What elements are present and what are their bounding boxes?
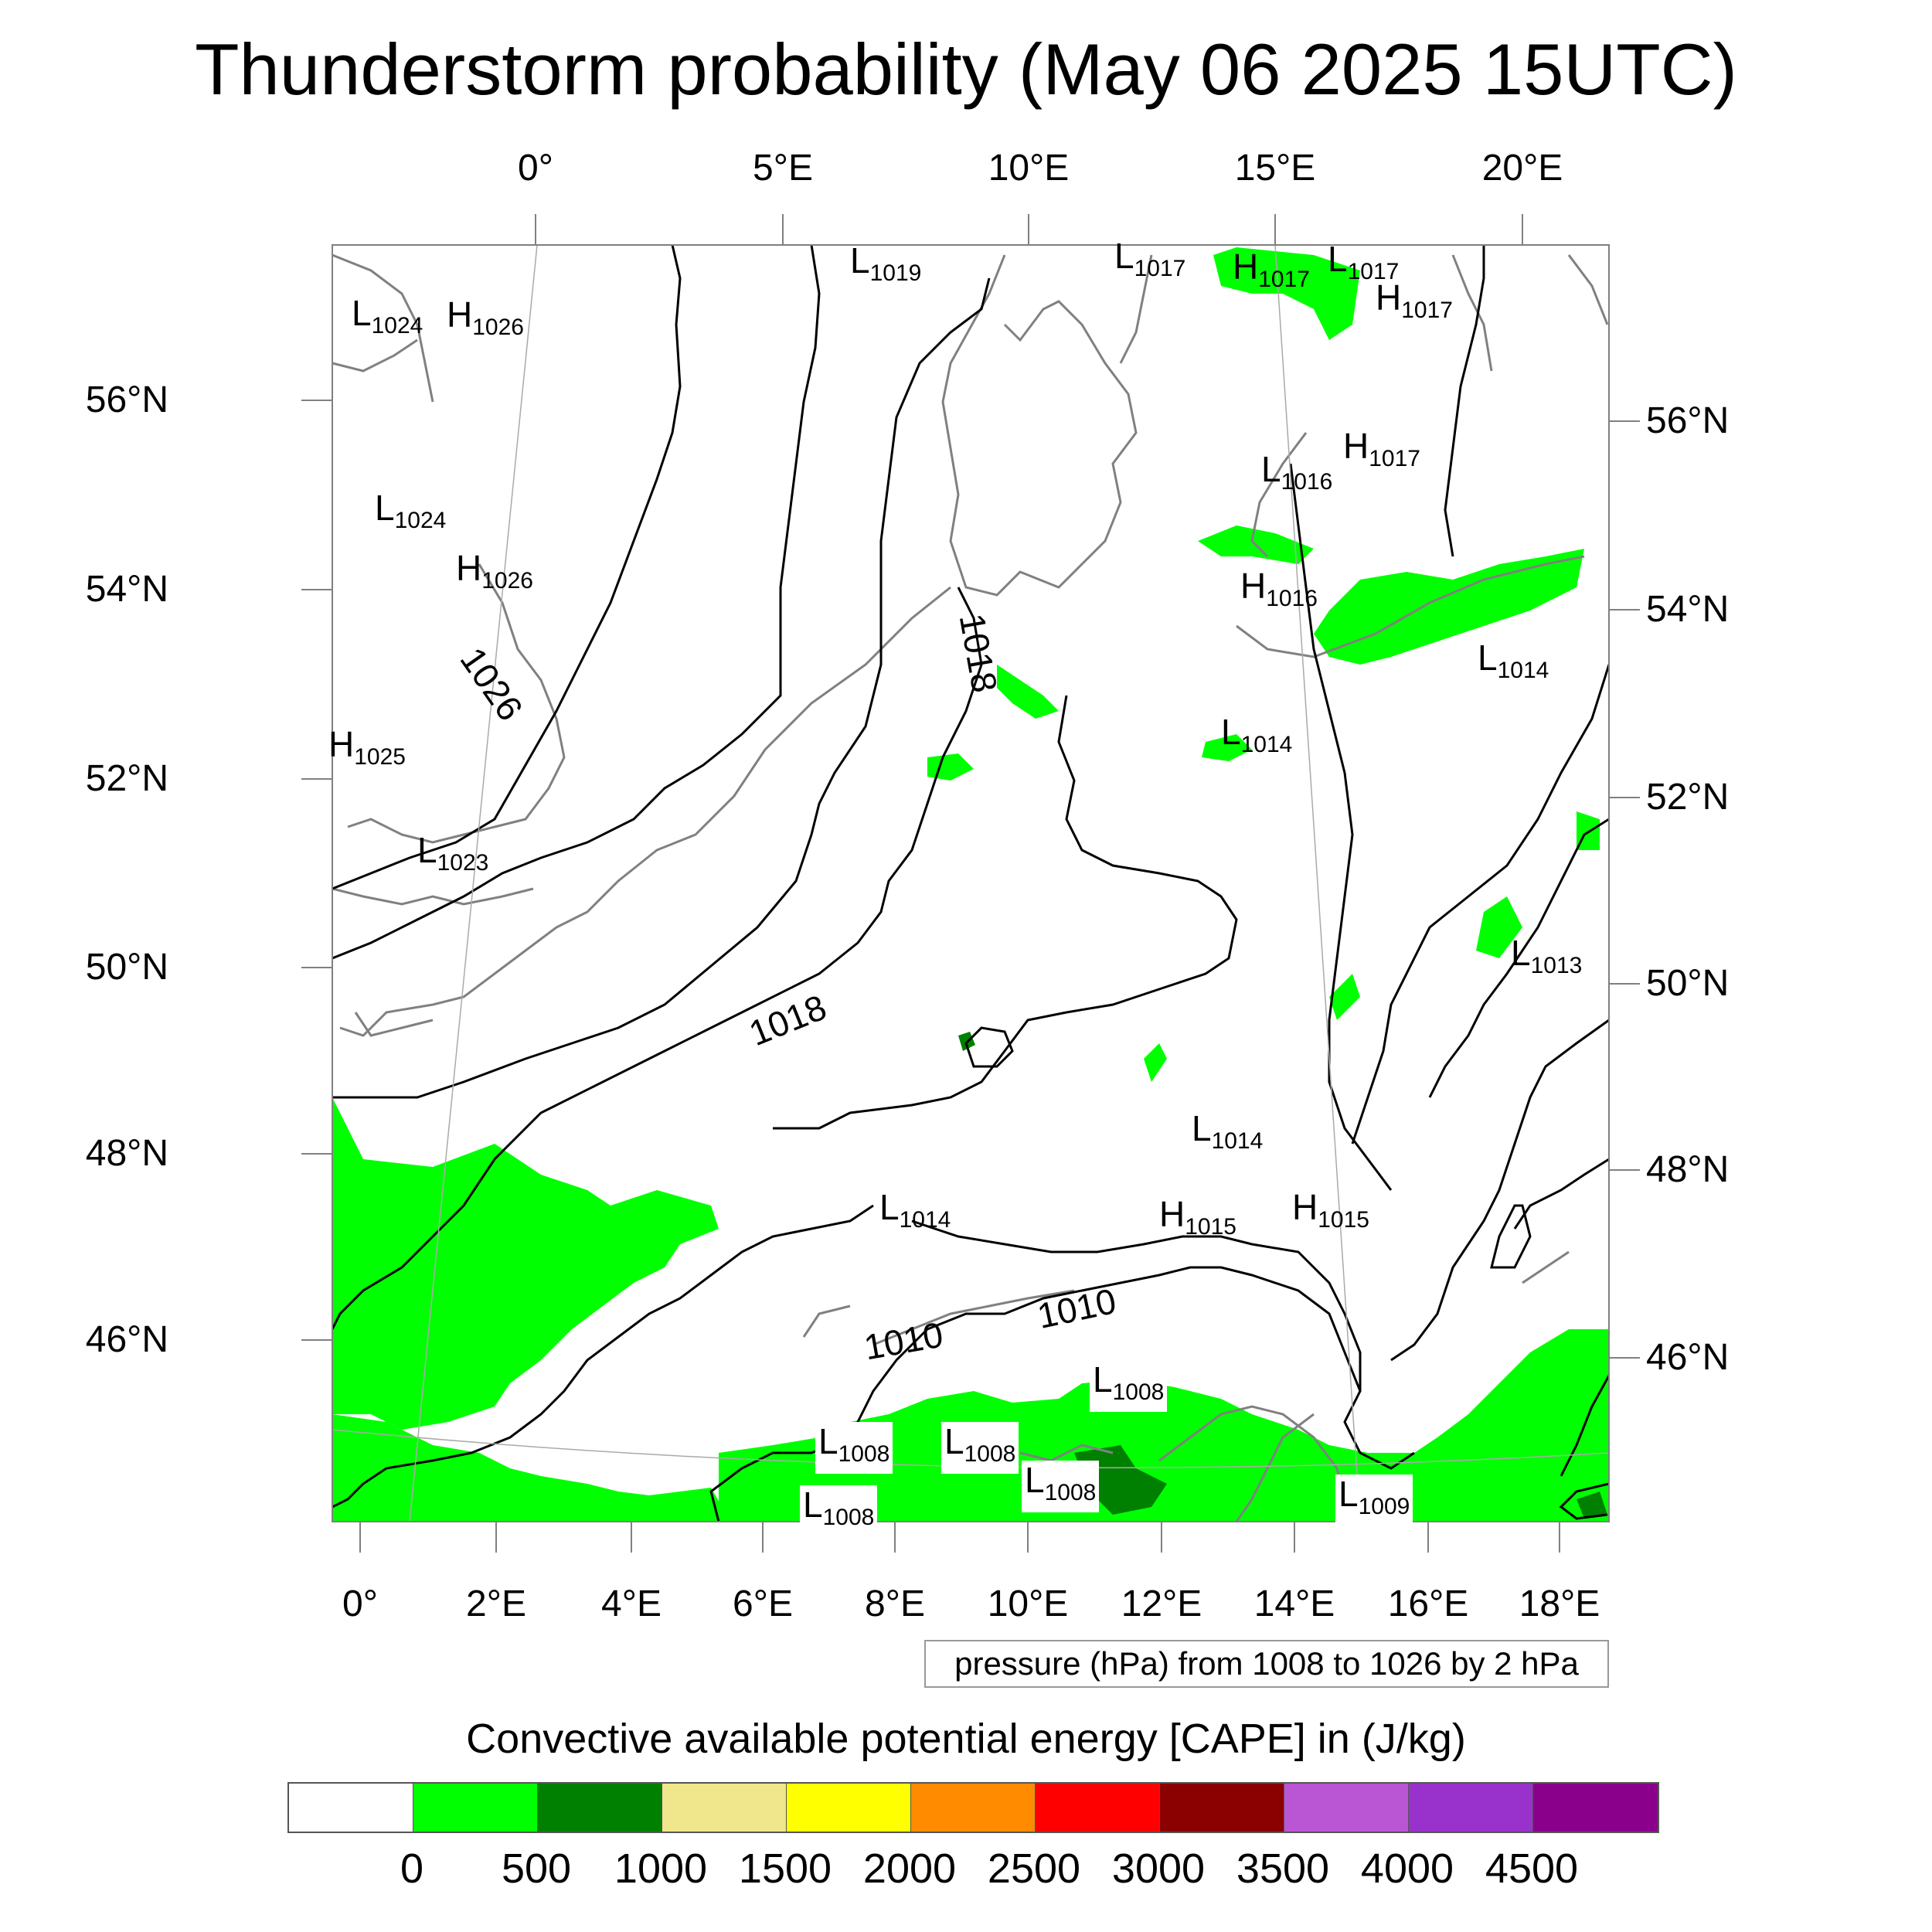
pressure-center-low: L1024	[352, 293, 423, 338]
bottom-ticks	[359, 1522, 1560, 1553]
pressure-center-low: L1014	[1192, 1108, 1264, 1154]
pressure-center-low: L1008	[1022, 1461, 1100, 1512]
left-lat-label: 56°N	[85, 379, 168, 420]
left-lat-label: 54°N	[85, 569, 168, 610]
colorbar-segment	[787, 1784, 911, 1832]
colorbar-segment	[1036, 1784, 1160, 1832]
pressure-center-low: L1008	[815, 1422, 893, 1474]
colorbar-segment	[1533, 1784, 1658, 1832]
bottom-lon-label: 4°E	[601, 1583, 662, 1624]
colorbar-segment	[1409, 1784, 1533, 1832]
bottom-lon-label: 18°E	[1519, 1583, 1600, 1624]
colorbar-tick: 2000	[862, 1845, 957, 1892]
right-lat-label: 50°N	[1646, 963, 1730, 1004]
colorbar-tick: 3000	[1111, 1845, 1206, 1892]
colorbar-segment	[413, 1784, 538, 1832]
pressure-center-low: L1008	[800, 1485, 878, 1537]
left-ticks	[301, 400, 332, 1341]
colorbar-tick: 3500	[1236, 1845, 1330, 1892]
bottom-lon-label: 10°E	[987, 1583, 1069, 1624]
pressure-center-high: H1017	[1343, 426, 1420, 471]
pressure-center-low: L1014	[1478, 638, 1549, 683]
map-title: Thunderstorm probability (May 06 2025 15…	[195, 29, 1737, 110]
colorbar-tick: 4500	[1485, 1845, 1579, 1892]
top-lon-label: 5°E	[753, 148, 813, 189]
right-lat-label: 56°N	[1646, 400, 1730, 441]
top-ticks	[535, 214, 1523, 245]
pressure-center-high: H1016	[1240, 566, 1318, 611]
right-lat-label: 48°N	[1646, 1149, 1730, 1190]
right-ticks	[1609, 420, 1640, 1359]
top-lon-label: 0°	[518, 148, 553, 189]
colorbar-tick: 4000	[1360, 1845, 1454, 1892]
colorbar-tick: 500	[501, 1845, 572, 1892]
pressure-center-high: H1026	[456, 548, 533, 594]
pressure-center-low: L1017	[1114, 236, 1186, 281]
colorbar-segment	[662, 1784, 787, 1832]
isobars	[332, 245, 1609, 1522]
top-lon-label: 20°E	[1481, 148, 1563, 189]
pressure-center-low: L1008	[941, 1422, 1019, 1474]
pressure-center-high: H1017	[1376, 277, 1453, 323]
left-lat-label: 46°N	[85, 1319, 168, 1360]
pressure-note: pressure (hPa) from 1008 to 1026 by 2 hP…	[924, 1640, 1609, 1688]
colorbar-segment	[911, 1784, 1036, 1832]
colorbar-segment	[289, 1784, 413, 1832]
left-lat-label: 50°N	[85, 947, 168, 988]
top-lon-label: 15°E	[1234, 148, 1316, 189]
pressure-center-high: H1017	[1233, 247, 1310, 292]
pressure-center-high: H1015	[1292, 1187, 1369, 1233]
colorbar-tick: 0	[400, 1845, 424, 1892]
pressure-center-low: L1016	[1261, 449, 1333, 495]
pressure-center-low: L1023	[417, 830, 489, 876]
bottom-lon-label: 12°E	[1121, 1583, 1202, 1624]
pressure-center-low: L1013	[1511, 933, 1583, 978]
colorbar-segment	[1284, 1784, 1409, 1832]
bottom-lon-label: 2°E	[466, 1583, 526, 1624]
left-lat-label: 48°N	[85, 1133, 168, 1174]
top-lon-label: 10°E	[988, 148, 1070, 189]
coastlines	[332, 253, 1609, 1522]
pressure-center-high: H1015	[1159, 1194, 1236, 1240]
pressure-center-low: L1014	[1221, 712, 1293, 757]
colorbar-title: Convective available potential energy [C…	[466, 1716, 1466, 1762]
pressure-center-low: L1019	[850, 240, 922, 286]
left-lat-label: 52°N	[85, 758, 168, 799]
bottom-lon-label: 16°E	[1387, 1583, 1469, 1624]
pressure-center-low: L1017	[1328, 239, 1400, 284]
plot-frame	[332, 244, 1610, 1522]
bottom-lon-label: 0°	[342, 1583, 378, 1624]
right-lat-label: 54°N	[1646, 589, 1730, 630]
colorbar-tick: 1000	[614, 1845, 708, 1892]
colorbar-tick: 1500	[738, 1845, 832, 1892]
pressure-center-high: H1026	[447, 294, 524, 340]
pressure-center-low: L1024	[375, 488, 447, 533]
pressure-center-low: L1008	[1090, 1360, 1168, 1412]
right-lat-label: 52°N	[1646, 777, 1730, 818]
colorbar-segment	[1160, 1784, 1284, 1832]
bottom-lon-label: 14°E	[1253, 1583, 1335, 1624]
pressure-center-low: L1014	[879, 1187, 951, 1233]
colorbar-segment	[538, 1784, 662, 1832]
bottom-lon-label: 8°E	[865, 1583, 925, 1624]
right-lat-label: 46°N	[1646, 1337, 1730, 1378]
bottom-lon-label: 6°E	[733, 1583, 793, 1624]
colorbar-tick: 2500	[987, 1845, 1081, 1892]
colorbar	[287, 1782, 1659, 1833]
pressure-center-low: L1009	[1335, 1475, 1413, 1526]
pressure-center-high: H1025	[328, 724, 406, 770]
